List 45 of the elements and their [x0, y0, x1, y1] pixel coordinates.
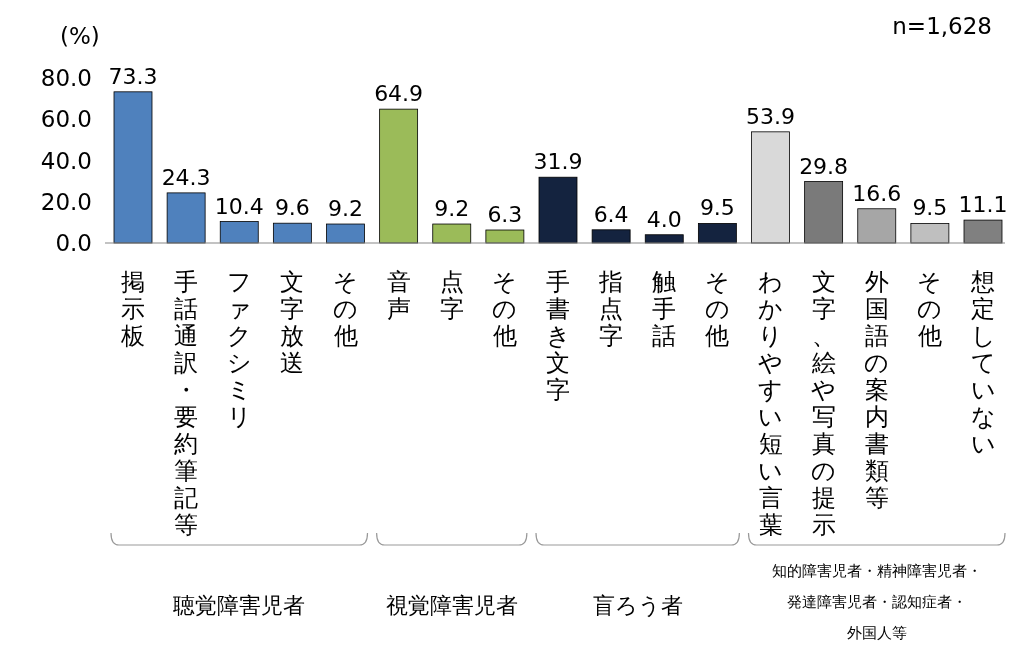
x-tick-label: その他 [704, 268, 730, 350]
x-tick-label: 点字 [439, 268, 464, 323]
x-tick-label: 文字、絵や写真の提示 [811, 268, 837, 539]
data-label: 4.0 [646, 206, 682, 232]
y-tick-label: 0.0 [55, 230, 92, 256]
data-label: 24.3 [161, 164, 211, 190]
x-tick-label: 手書き文字 [545, 268, 571, 404]
data-label: 6.3 [487, 202, 523, 228]
text: 知的障害児者・精神障害児者・発達障害児者・認知症者・外国人等 [771, 562, 982, 642]
x-tick-label: その他 [917, 268, 943, 350]
x-tick-label: 想定していない [970, 268, 996, 458]
text: 視覚障害児者 [385, 593, 518, 618]
x-tick-label: 手話通訳・要約筆記等 [174, 268, 199, 539]
text: 聴覚障害児者 [173, 593, 306, 618]
data-label: 10.4 [214, 193, 264, 219]
data-label: 11.1 [958, 192, 1008, 218]
y-tick-label: 80.0 [40, 65, 92, 91]
data-label: 31.9 [533, 149, 583, 175]
x-tick-label: 外国語の案内書類等 [864, 268, 890, 512]
x-tick-label: その他 [333, 268, 358, 350]
x-tick-label: 触手話 [652, 268, 677, 350]
y-tick-label: 20.0 [40, 188, 92, 215]
data-label: 16.6 [852, 180, 902, 206]
x-tick-label: その他 [492, 268, 518, 350]
data-label: 9.5 [912, 195, 948, 221]
data-label: 9.2 [328, 196, 363, 222]
data-label: 9.6 [274, 195, 310, 221]
y-tick-label: 60.0 [40, 106, 92, 133]
data-label: 53.9 [746, 103, 795, 129]
data-label: 64.9 [374, 81, 424, 107]
data-label: 29.8 [799, 153, 849, 179]
text: 盲ろう者 [592, 593, 683, 618]
x-tick-label: 指点字 [599, 268, 624, 350]
x-tick-label: 文字放送 [280, 268, 305, 377]
y-axis-title: (%) [60, 23, 100, 49]
data-label: 9.5 [699, 195, 735, 221]
x-tick-label: ファクシミリ [226, 268, 252, 431]
data-label: 73.3 [108, 63, 158, 89]
x-tick-label: 掲示板 [121, 268, 145, 350]
data-label: 6.4 [593, 201, 629, 227]
x-tick-label: 音声 [386, 268, 411, 323]
text: n=1,628 [892, 13, 992, 39]
x-tick-label: わかりやすい短い言葉 [758, 268, 783, 539]
data-label: 9.2 [434, 196, 470, 222]
y-tick-label: 40.0 [40, 147, 92, 174]
